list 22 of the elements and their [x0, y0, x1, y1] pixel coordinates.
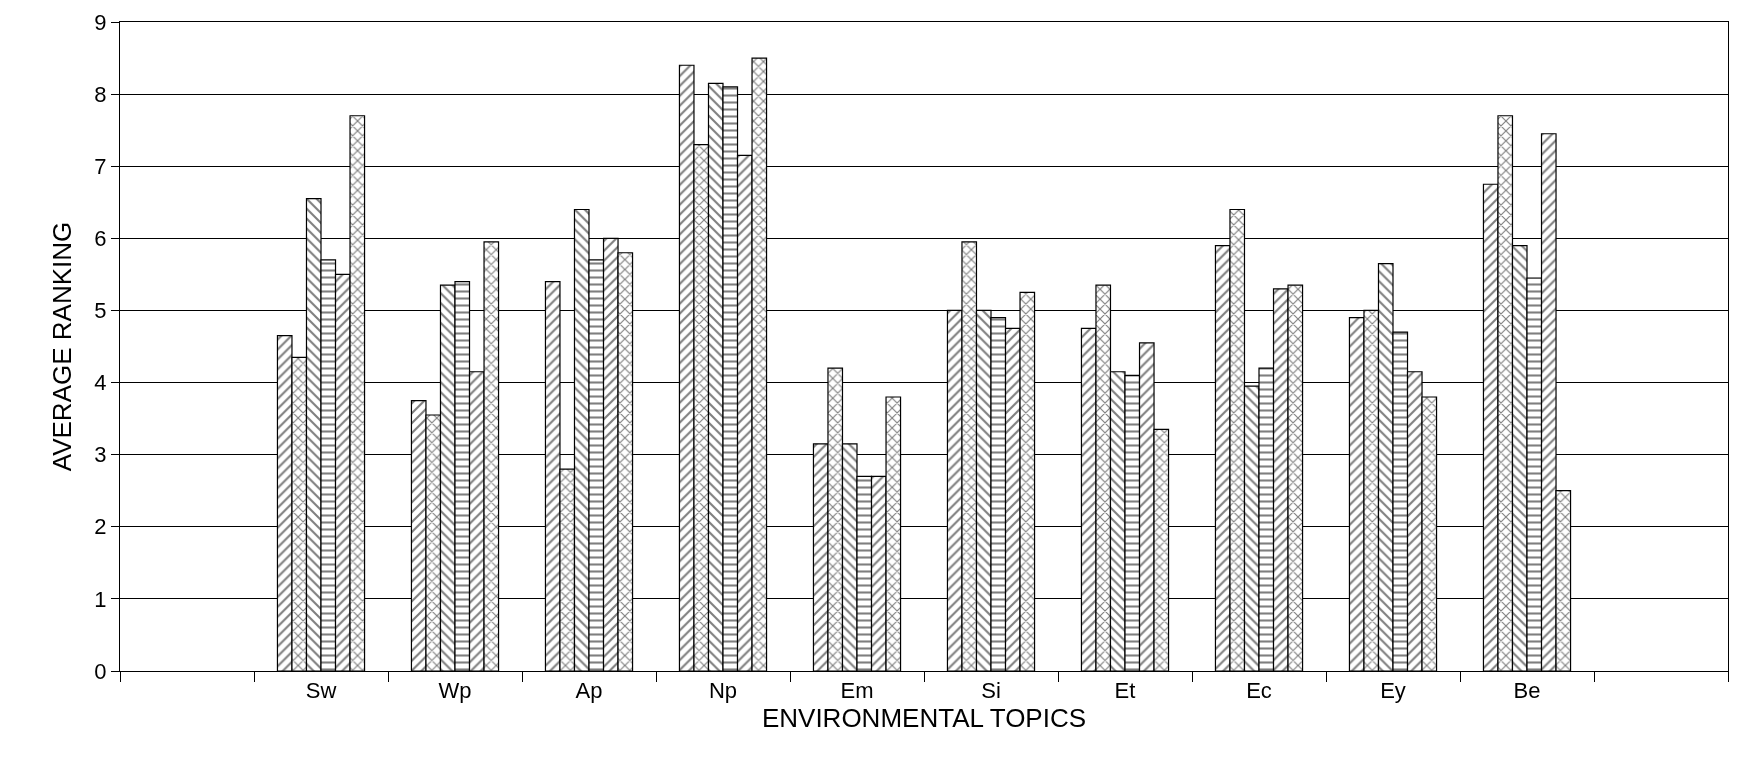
y-tick-label: 9 [94, 9, 107, 35]
y-tick-label: 8 [94, 81, 107, 107]
y-tick-label: 7 [94, 153, 107, 179]
x-tick-label: Sw [305, 678, 337, 704]
y-tick-label: 1 [94, 586, 107, 612]
y-tick-label: 2 [94, 514, 107, 540]
y-tick-label: 4 [94, 370, 107, 396]
x-tick-label: Ey [1380, 678, 1406, 704]
x-tick-label: Et [1114, 678, 1136, 704]
x-tick-label: Wp [438, 678, 472, 704]
y-tick-label: 3 [94, 442, 107, 468]
x-tick-label: Ap [575, 678, 603, 704]
x-tick-label: Be [1513, 678, 1541, 704]
y-tick-label: 6 [94, 226, 107, 252]
x-axis-title: ENVIRONMENTAL TOPICS [761, 703, 1087, 734]
x-tick-label: Np [708, 678, 738, 704]
y-axis-title: AVERAGE RANKING [46, 221, 77, 472]
x-tick-label: Em [840, 678, 874, 704]
x-tick-label: Si [981, 678, 1001, 704]
x-tick-label: Ec [1246, 678, 1272, 704]
y-tick-label: 5 [94, 298, 107, 324]
y-tick-label: 0 [94, 658, 107, 684]
